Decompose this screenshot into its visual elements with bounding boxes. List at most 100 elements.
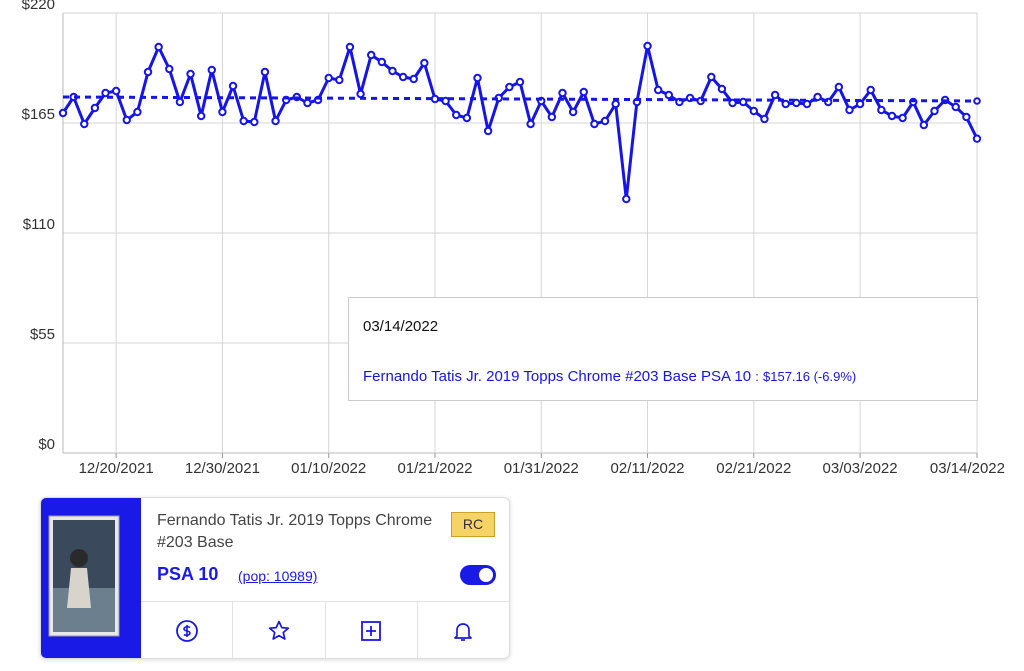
price-point <box>228 81 238 91</box>
price-point <box>622 194 631 204</box>
tooltip-series-name: Fernando Tatis Jr. 2019 Topps Chrome #20… <box>363 368 752 385</box>
price-point <box>101 88 110 98</box>
price-point <box>972 134 982 143</box>
price-point <box>866 85 875 95</box>
alert-button[interactable] <box>416 602 509 658</box>
price-point <box>90 103 100 113</box>
price-point <box>356 89 365 99</box>
price-point <box>271 116 280 126</box>
toggle[interactable] <box>460 565 496 585</box>
price-button[interactable] <box>141 602 232 658</box>
price-point <box>547 112 557 122</box>
trend-line <box>62 95 978 103</box>
price-point <box>898 113 907 123</box>
price-point <box>218 107 227 117</box>
price-point <box>962 112 971 122</box>
tooltip-date: 03/14/2022 <box>363 318 439 335</box>
x-tick-label: 12/30/2021 <box>185 460 260 477</box>
card-image <box>48 515 120 637</box>
price-point <box>335 75 344 85</box>
price-point <box>260 67 270 77</box>
price-point <box>802 99 812 109</box>
y-tick-label: $110 <box>23 216 55 233</box>
price-point <box>919 120 929 130</box>
price-point <box>877 105 886 115</box>
price-point <box>175 97 185 107</box>
x-tick-label: 02/11/2022 <box>611 460 685 477</box>
x-tick-label: 01/21/2022 <box>397 460 472 477</box>
x-tick-label: 03/14/2022 <box>930 460 1005 477</box>
star-icon <box>268 620 290 640</box>
price-point <box>207 65 216 75</box>
x-tick-label: 03/03/2022 <box>823 460 898 477</box>
price-point <box>845 105 854 115</box>
price-point <box>951 102 960 112</box>
price-point <box>930 106 939 116</box>
price-point <box>834 82 844 92</box>
price-point <box>462 113 472 123</box>
price-point <box>505 82 514 92</box>
rookie-badge: RC <box>451 512 495 537</box>
card-image-frame <box>41 498 141 658</box>
price-point <box>154 42 163 52</box>
price-point <box>611 99 620 109</box>
price-point <box>473 73 482 83</box>
price-point <box>58 108 68 118</box>
price-point <box>558 88 567 98</box>
price-point <box>707 72 716 82</box>
price-point <box>420 58 429 68</box>
price-point <box>717 84 727 94</box>
price-point <box>398 72 408 82</box>
price-point <box>600 116 610 126</box>
price-point <box>345 42 355 52</box>
price-point <box>250 117 259 127</box>
x-tick-label: 01/31/2022 <box>504 460 579 477</box>
dollar-icon <box>175 619 198 642</box>
action-bar <box>141 601 509 658</box>
price-point <box>303 98 312 108</box>
trend-end <box>973 97 981 105</box>
x-tick-label: 12/20/2021 <box>79 460 154 477</box>
price-point <box>388 66 397 76</box>
favorite-button[interactable] <box>232 602 324 658</box>
price-point <box>579 87 588 97</box>
price-point <box>526 119 535 129</box>
card-panel: Fernando Tatis Jr. 2019 Topps Chrome #20… <box>40 497 510 659</box>
price-point <box>441 96 450 106</box>
price-point <box>133 107 142 117</box>
price-point <box>122 115 131 125</box>
price-point <box>367 50 376 60</box>
price-point <box>483 126 493 136</box>
price-point <box>80 119 89 129</box>
tooltip: 03/14/2022 Fernando Tatis Jr. 2019 Topps… <box>348 297 978 401</box>
y-tick-label: $220 <box>22 0 55 13</box>
price-point <box>409 74 418 84</box>
price-point <box>196 111 206 121</box>
x-tick-label: 01/10/2022 <box>291 460 366 477</box>
add-button[interactable] <box>324 602 417 658</box>
price-point <box>143 67 153 77</box>
price-point <box>590 119 599 129</box>
tooltip-series: Fernando Tatis Jr. 2019 Topps Chrome #20… <box>363 368 856 385</box>
price-point <box>165 64 174 74</box>
pop-link[interactable]: (pop: 10989) <box>238 568 318 584</box>
y-tick-label: $165 <box>22 106 55 123</box>
plus-icon <box>361 620 382 641</box>
price-point <box>515 77 525 87</box>
price-point <box>111 86 121 96</box>
price-point <box>813 92 822 102</box>
y-tick-label: $0 <box>38 436 55 453</box>
price-point <box>377 57 387 67</box>
price-point <box>653 85 663 95</box>
grade: PSA 10 <box>157 564 219 584</box>
y-tick-label: $55 <box>30 326 55 343</box>
price-point <box>887 111 897 121</box>
price-point <box>749 106 759 116</box>
price-point <box>568 107 578 117</box>
price-point <box>781 99 790 109</box>
chart: $0 $55 $110 $165 $220 12/20/2021 12/30/2021 01/… <box>22 0 1005 477</box>
x-tick-label: 02/21/2022 <box>716 460 791 477</box>
price-point <box>186 69 195 79</box>
price-point <box>760 114 769 124</box>
